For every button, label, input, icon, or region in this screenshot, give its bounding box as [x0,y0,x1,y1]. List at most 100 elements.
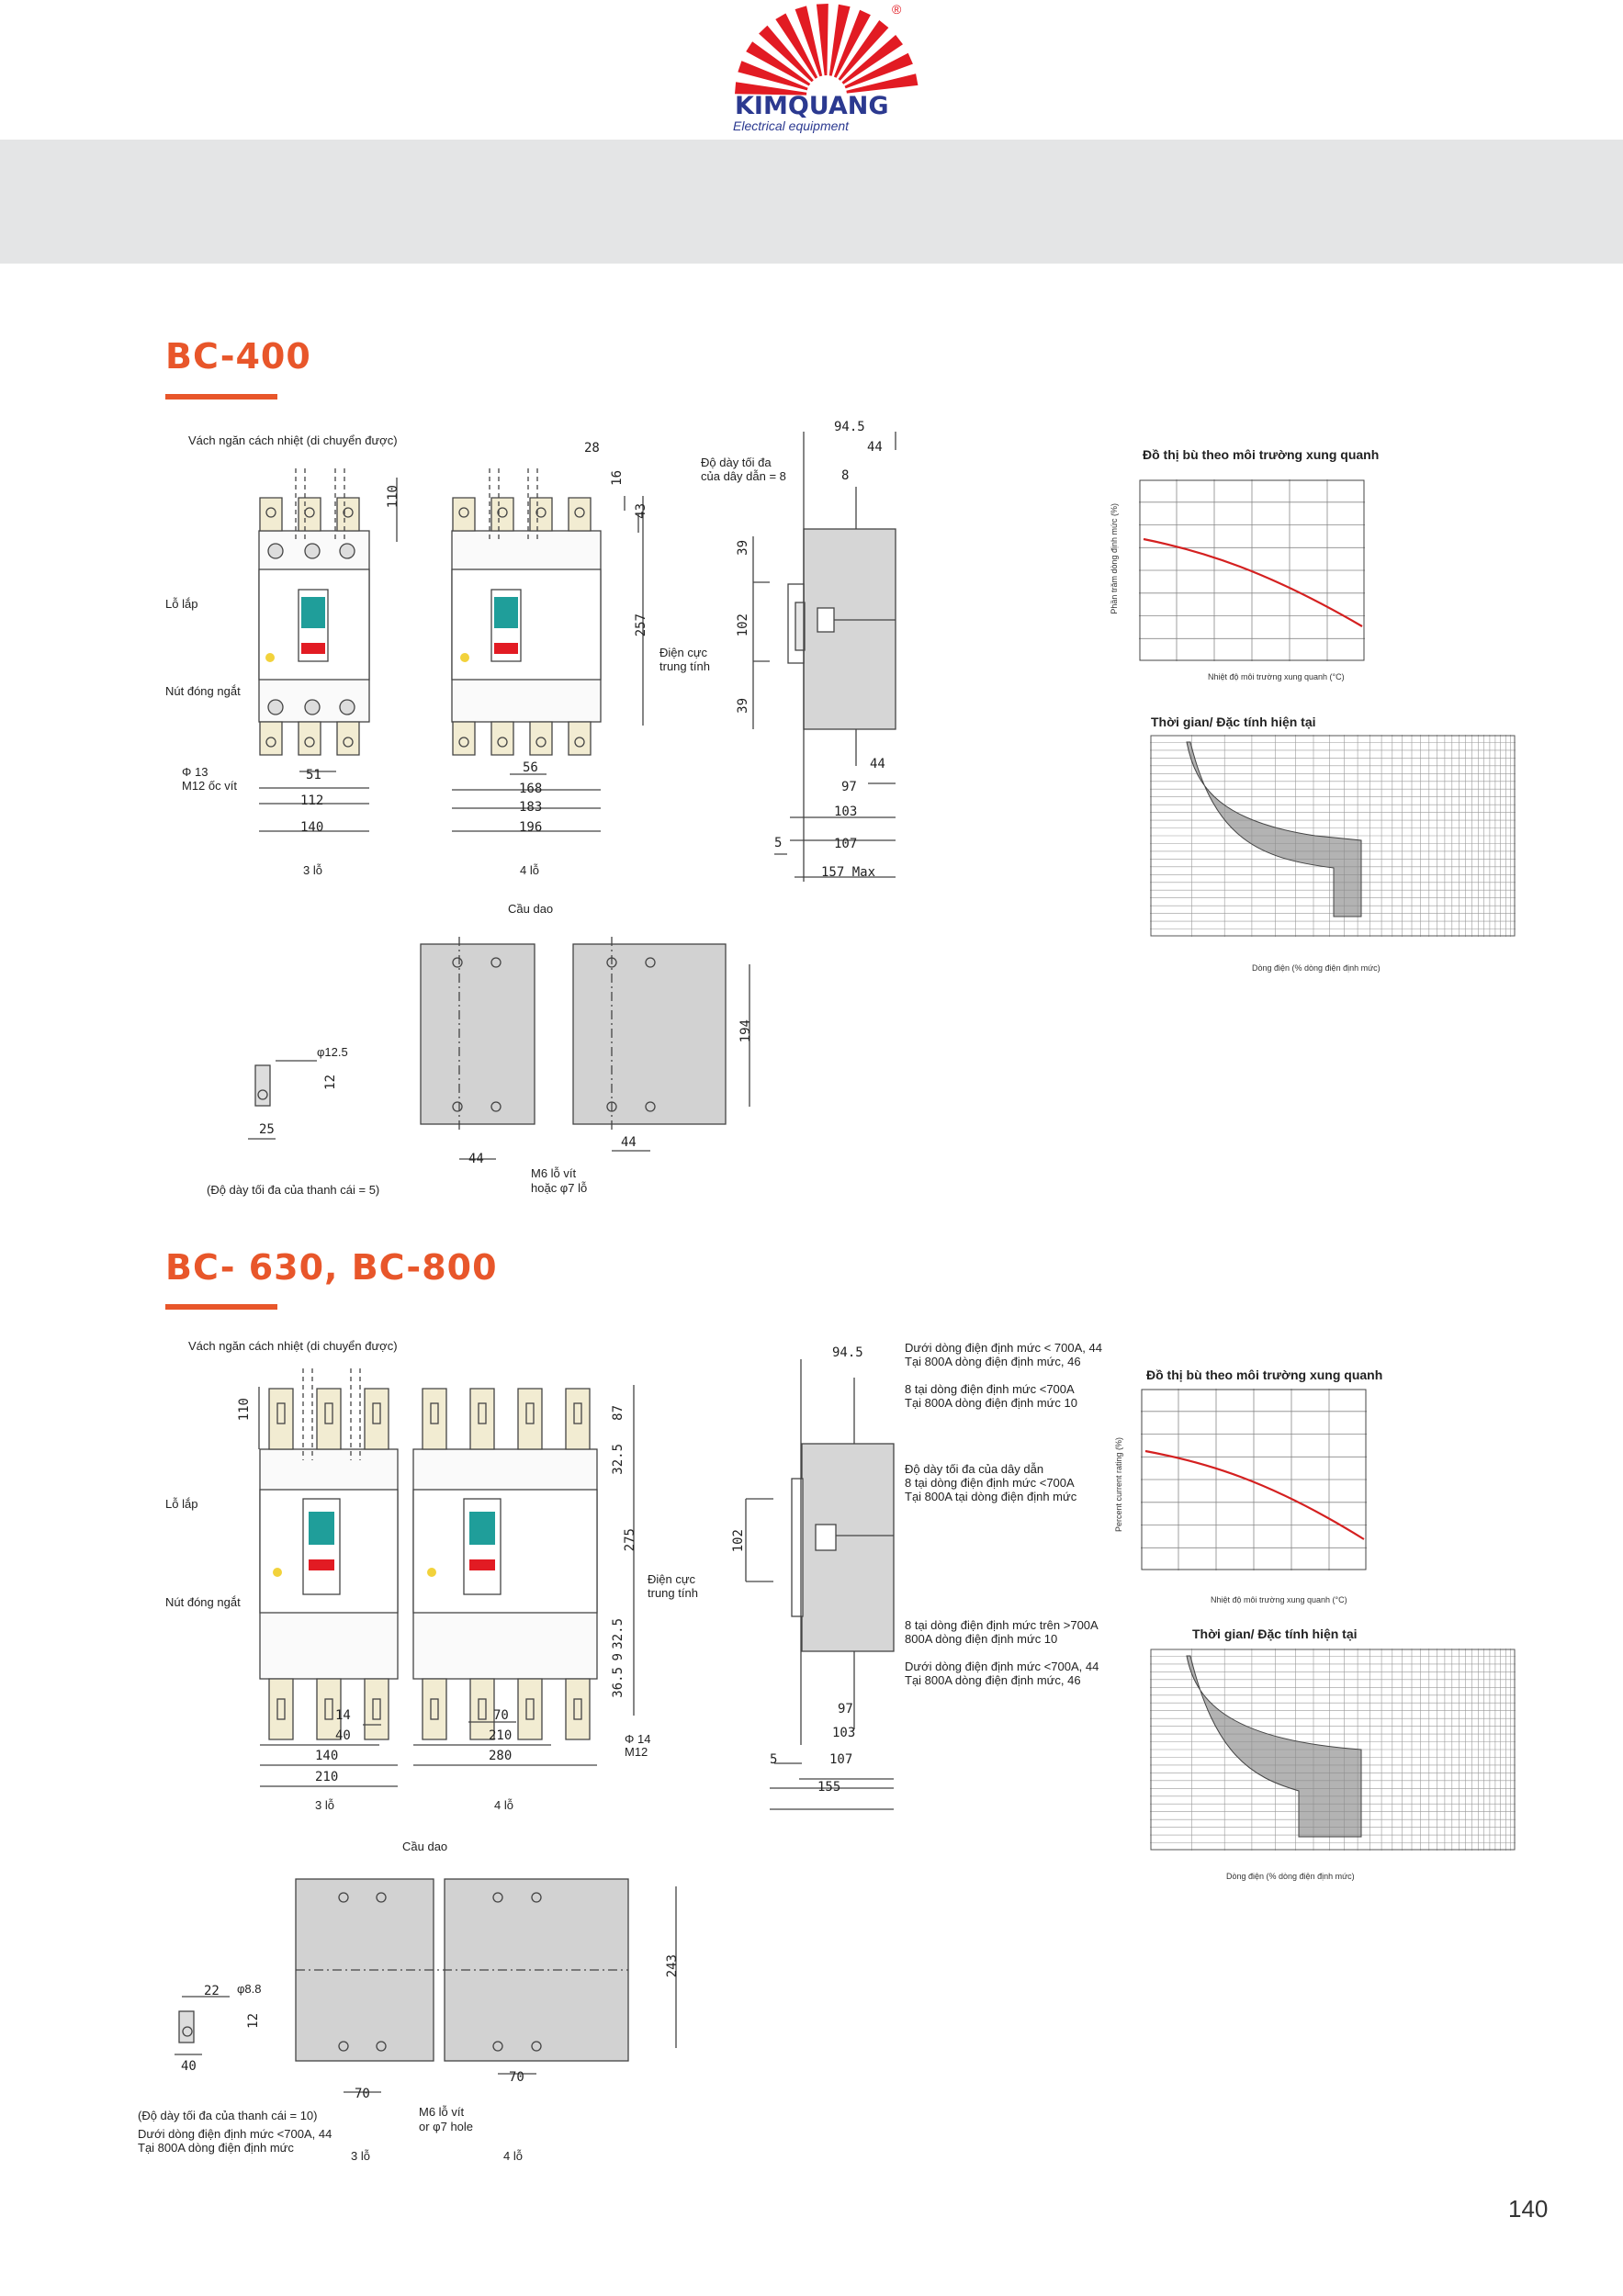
chart1-title: Đồ thị bù theo môi trường xung quanh [1143,447,1380,462]
logo-registered-mark: ® [892,2,902,17]
chart3-curve [1144,1449,1365,1540]
chart1-xlabel: Nhiệt độ môi trường xung quanh (°C) [1208,672,1345,681]
dim-39-top: 39 [736,540,750,556]
bc400-drawings [248,432,896,1160]
dim-44-left: 44 [468,1152,484,1166]
label-mounting-hole: Lỗ lắp [165,597,198,611]
dim-112: 112 [300,793,324,808]
dim-196: 196 [519,820,543,835]
dim2-210b: 210 [489,1728,513,1743]
chart1-ambient [1139,479,1365,661]
dim2-32-5-bottom: 32.5 [611,1618,626,1649]
busbar-note-1: Dưới dòng điện định mức <700A, 44 [138,2127,332,2141]
section-rule [165,394,277,400]
dim2-40: 40 [335,1728,351,1743]
dim2-22: 22 [204,1984,220,1998]
note-1a: Dưới dòng điện định mức < 700A, 44 [905,1341,1102,1355]
label-busbar: (Độ dày tối đa của thanh cái = 5) [207,1183,380,1197]
dim-183: 183 [519,800,543,815]
label-insulation-2: Vách ngăn cách nhiệt (di chuyển được) [188,1339,398,1353]
dim2-103: 103 [832,1726,856,1740]
chart3-ambient [1141,1389,1367,1570]
chart4-trip [1150,1649,1516,1851]
chart4-band [1186,1655,1362,1838]
dim2-70: 70 [493,1708,509,1723]
dim-44-bottom: 44 [870,757,885,771]
chart4-xlabel: Dòng điện (% dòng điện định mức) [1226,1872,1355,1881]
label-m6-2: M6 lỗ vít [419,2105,465,2119]
dim-16: 16 [610,470,625,486]
chart3-xlabel: Nhiệt độ môi trường xung quanh (°C) [1211,1595,1347,1604]
note-5a: Dưới dòng điện định mức <700A, 44 [905,1660,1099,1673]
brand-name: KIMQUANG [735,92,889,120]
dim-56: 56 [523,760,538,775]
dim-103: 103 [834,805,858,819]
dim-25: 25 [259,1122,275,1137]
dim2-155: 155 [817,1780,841,1795]
dim2-9: 9 [611,1653,626,1661]
dim2-140: 140 [315,1749,339,1763]
label-trip-button-2: Nút đóng ngắt [165,1595,241,1609]
dim2-280: 280 [489,1749,513,1763]
note-4b: 800A dòng điện định mức 10 [905,1632,1058,1646]
dim-12: 12 [323,1075,338,1090]
header-band [0,140,1623,264]
label-m6: M6 lỗ vít [531,1166,577,1180]
brand-tagline: Electrical equipment [733,118,850,133]
label-4-poles-3: 4 lỗ [503,2149,523,2163]
label-m12-2: M12 [625,1745,648,1759]
label-4-poles: 4 lỗ [520,863,539,877]
label-4-poles-2: 4 lỗ [494,1798,513,1812]
section-title-bc400: BC-400 [165,336,311,377]
label-trip-button: Nút đóng ngắt [165,684,241,698]
label-m12: M12 ốc vít [182,779,237,793]
note-2a: 8 tại dòng điện định mức <700A [905,1382,1075,1396]
dim-140: 140 [300,820,324,835]
note-5b: Tại 800A dòng điện định mức, 46 [905,1673,1081,1687]
dim-194: 194 [738,1019,753,1043]
chart2-band [1186,741,1362,917]
dim-44-top: 44 [867,440,883,455]
dim2-210a: 210 [315,1770,339,1784]
label-phi7-2: or φ7 hole [419,2120,474,2133]
dim-51: 51 [306,768,321,782]
label-insulation: Vách ngăn cách nhiệt (di chuyển được) [188,433,398,447]
busbar-note-2: Tại 800A dòng điện định mức [138,2141,294,2155]
chart2-grid [1150,735,1516,937]
dim-8: 8 [841,468,850,483]
dim-44-right: 44 [621,1135,637,1150]
dim2-40b: 40 [181,2059,197,2074]
note-1b: Tại 800A dòng điện định mức, 46 [905,1355,1081,1368]
label-3-poles-2: 3 lỗ [315,1798,334,1812]
page-number: 140 [1508,2195,1549,2223]
dim2-275: 275 [623,1528,637,1552]
dim-110: 110 [386,485,400,509]
label-phi88: φ8.8 [237,1982,262,1996]
dim-168: 168 [519,782,543,796]
chart2-trip [1150,735,1516,937]
label-3-poles: 3 lỗ [303,863,322,877]
label-3-poles-3: 3 lỗ [351,2149,370,2163]
note-3a: Độ dày tối đa của dây dẫn [905,1462,1044,1476]
note-3b: 8 tại dòng điện định mức <700A [905,1476,1075,1490]
label-busbar-2: (Độ dày tối đa của thanh cái = 10) [138,2109,318,2122]
label-max-wire: Độ dày tối đa của dây dẫn = 8 [701,456,786,483]
chart2-title: Thời gian/ Đặc tính hiện tại [1151,715,1316,729]
dim-5: 5 [774,836,783,850]
dim-97: 97 [841,780,857,794]
dim2-110: 110 [237,1398,252,1422]
chart4-title: Thời gian/ Đặc tính hiện tại [1192,1626,1358,1641]
dim-107: 107 [834,837,858,851]
dim2-243: 243 [665,1954,680,1978]
dim2-70-left: 70 [355,2087,370,2101]
label-phi7: hoặc φ7 lỗ [531,1181,588,1195]
label-mounting-hole-2: Lỗ lắp [165,1497,198,1511]
dim2-32-5-top: 32.5 [611,1444,626,1475]
dim2-70-right: 70 [509,2070,524,2085]
brand-logo: ® KIMQUANG Electrical equipment [730,0,923,138]
label-center: Điện cực trung tính [659,646,710,673]
bc630-drawings [175,1359,895,2093]
label-breaker: Cầu dao [508,902,554,916]
dim2-97: 97 [838,1702,853,1716]
chart1-ylabel: Phần trăm dòng định mức (%) [1110,503,1119,614]
